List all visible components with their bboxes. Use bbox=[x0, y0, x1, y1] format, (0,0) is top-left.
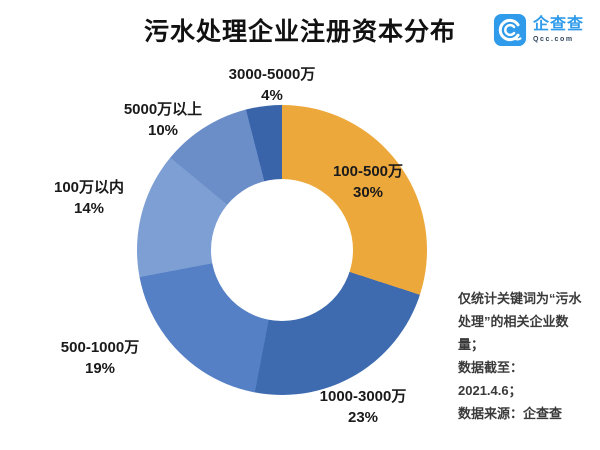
qcc-domain: Qcc.com bbox=[532, 36, 574, 43]
slice-name: 5000万以上 bbox=[123, 101, 203, 118]
slice-name: 100-500万 bbox=[332, 163, 404, 180]
slice-percent: 14% bbox=[73, 200, 105, 217]
qcc-logo-icon bbox=[493, 13, 527, 47]
slice-percent: 4% bbox=[261, 87, 283, 104]
slice-name: 1000-3000万 bbox=[319, 388, 407, 405]
slice-label-3000-5000: 3000-5000万 4% bbox=[229, 64, 316, 106]
slice-name: 3000-5000万 bbox=[228, 66, 316, 83]
slice-percent: 23% bbox=[347, 409, 379, 426]
donut-chart bbox=[137, 105, 427, 395]
slice-name: 100万以内 bbox=[53, 179, 125, 196]
slice-name: 500-1000万 bbox=[60, 339, 140, 356]
footnote-date: 数据截至：2021.4.6； bbox=[458, 360, 524, 398]
footnote-block: 仅统计关键词为“污水处理”的相关企业数量； 数据截至：2021.4.6； 数据来… bbox=[458, 287, 584, 425]
footnote-scope: 仅统计关键词为“污水处理”的相关企业数量； bbox=[458, 291, 582, 352]
slice-label-under-100: 100万以内 14% bbox=[54, 177, 124, 219]
slice-percent: 19% bbox=[84, 360, 116, 377]
slice-percent: 30% bbox=[352, 184, 384, 201]
slice-percent: 10% bbox=[147, 122, 179, 139]
slice-label-over-5000: 5000万以上 10% bbox=[124, 99, 202, 141]
slice-label-100-500: 100-500万 30% bbox=[333, 161, 403, 203]
donut-hole bbox=[211, 179, 353, 321]
slice-label-1000-3000: 1000-3000万 23% bbox=[320, 386, 407, 428]
slice-label-500-1000: 500-1000万 19% bbox=[61, 337, 139, 379]
qcc-logo-text: 企查查 Qcc.com bbox=[532, 16, 584, 44]
page-title: 污水处理企业注册资本分布 bbox=[143, 18, 456, 46]
qcc-logo: 企查查 Qcc.com bbox=[493, 13, 584, 47]
qcc-brand-name: 企查查 bbox=[532, 16, 584, 33]
footnote-source: 数据来源：企查查 bbox=[458, 406, 563, 421]
